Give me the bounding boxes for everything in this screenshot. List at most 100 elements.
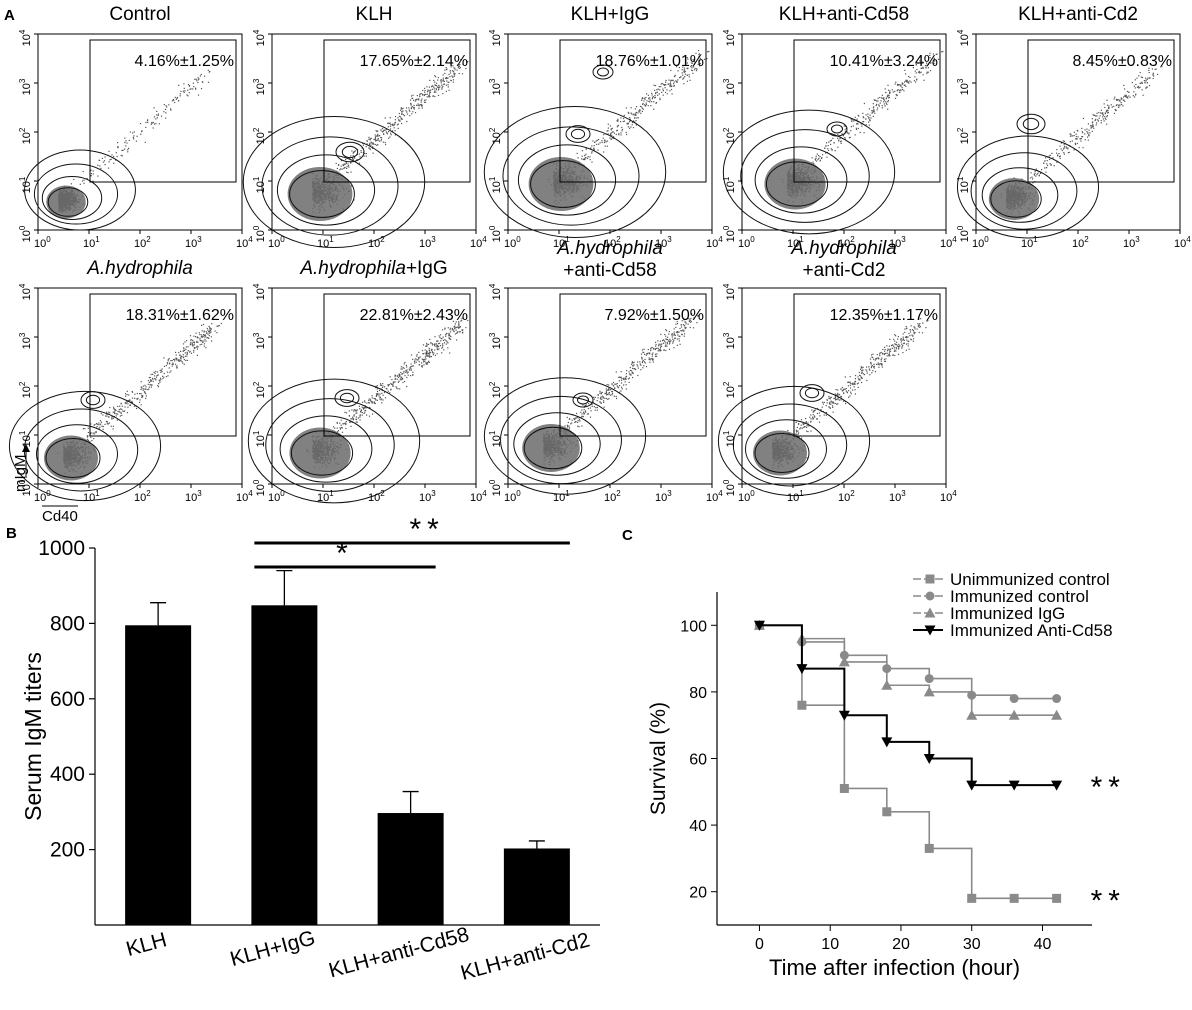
dot	[389, 128, 392, 130]
dot	[126, 401, 128, 403]
dot	[369, 138, 371, 140]
dot	[135, 140, 137, 142]
dot	[867, 115, 869, 118]
dot	[435, 84, 437, 87]
dot	[1139, 82, 1141, 84]
dot	[115, 159, 117, 161]
dot	[113, 156, 115, 158]
dot	[428, 93, 431, 95]
dot	[430, 89, 432, 91]
dot	[1123, 84, 1125, 86]
dot	[626, 133, 628, 136]
dot	[341, 168, 343, 170]
dot	[1131, 82, 1133, 84]
dot	[427, 90, 429, 92]
dot	[157, 386, 160, 388]
dot	[811, 157, 813, 159]
dot	[1134, 96, 1136, 98]
dot	[383, 133, 385, 135]
dot	[1090, 127, 1092, 129]
dot	[152, 127, 154, 129]
y-tick-exponent: 2	[488, 127, 497, 132]
dot	[882, 97, 884, 99]
dot	[109, 159, 111, 161]
dot	[692, 62, 694, 64]
dot	[450, 79, 452, 81]
dot	[613, 136, 615, 138]
dot	[1113, 105, 1115, 107]
dot	[401, 108, 403, 110]
dot	[434, 84, 436, 86]
dot	[115, 409, 117, 411]
dot	[840, 140, 842, 142]
dot	[337, 164, 340, 166]
dot	[904, 69, 906, 71]
dot	[867, 113, 869, 115]
dot	[401, 112, 403, 115]
dot	[868, 108, 870, 110]
dot	[855, 128, 858, 131]
x-tick-exponent: 4	[482, 235, 487, 244]
dot	[193, 342, 195, 344]
dot	[1122, 105, 1124, 107]
dot	[698, 60, 700, 62]
dot	[95, 431, 97, 433]
dot	[708, 50, 710, 53]
dot	[905, 79, 907, 81]
dot	[1106, 116, 1108, 118]
gate-rectangle	[89, 39, 237, 183]
dot	[649, 97, 651, 99]
dot	[862, 116, 864, 118]
dot	[635, 113, 637, 115]
dot	[617, 118, 619, 120]
dot	[429, 79, 431, 81]
dot	[651, 96, 654, 98]
dot	[905, 80, 907, 82]
dot	[403, 115, 406, 117]
dot	[454, 73, 456, 75]
dot	[1091, 130, 1093, 132]
dot	[99, 424, 101, 426]
dot	[151, 122, 154, 124]
dot	[657, 94, 659, 96]
flow-plot-2: 17.65%±2.14%1001001011011021021031031041…	[242, 29, 487, 250]
dot	[445, 67, 447, 69]
dot	[927, 67, 929, 69]
dot	[652, 96, 655, 98]
x-tick-label: 100	[34, 235, 51, 250]
dot	[387, 122, 389, 124]
dot	[660, 86, 662, 88]
dot	[695, 52, 697, 54]
dot	[651, 92, 653, 94]
dot	[584, 154, 586, 156]
dot	[117, 142, 119, 144]
dot	[145, 126, 147, 128]
dot	[400, 109, 402, 111]
dot	[664, 87, 666, 89]
dot	[351, 150, 353, 152]
dot	[1081, 131, 1083, 133]
dot	[193, 86, 195, 88]
dot	[421, 104, 423, 106]
dot	[642, 103, 644, 105]
dot	[639, 109, 641, 111]
dot	[919, 72, 921, 74]
dot	[585, 153, 587, 155]
dot	[878, 105, 880, 107]
y-tick-exponent: 1	[488, 176, 497, 181]
dot	[894, 83, 896, 85]
dot	[1082, 132, 1084, 134]
dot	[694, 62, 696, 64]
dot	[458, 65, 461, 67]
dot	[1148, 85, 1151, 87]
dot	[83, 179, 85, 181]
x-tick-exponent: 3	[901, 235, 906, 244]
y-tick-label: 103	[956, 78, 971, 95]
dot	[203, 331, 205, 333]
dot	[424, 87, 426, 89]
dot	[97, 424, 99, 426]
dot	[1098, 117, 1100, 119]
dot	[431, 88, 433, 90]
dot	[642, 102, 644, 105]
dot	[606, 145, 608, 147]
